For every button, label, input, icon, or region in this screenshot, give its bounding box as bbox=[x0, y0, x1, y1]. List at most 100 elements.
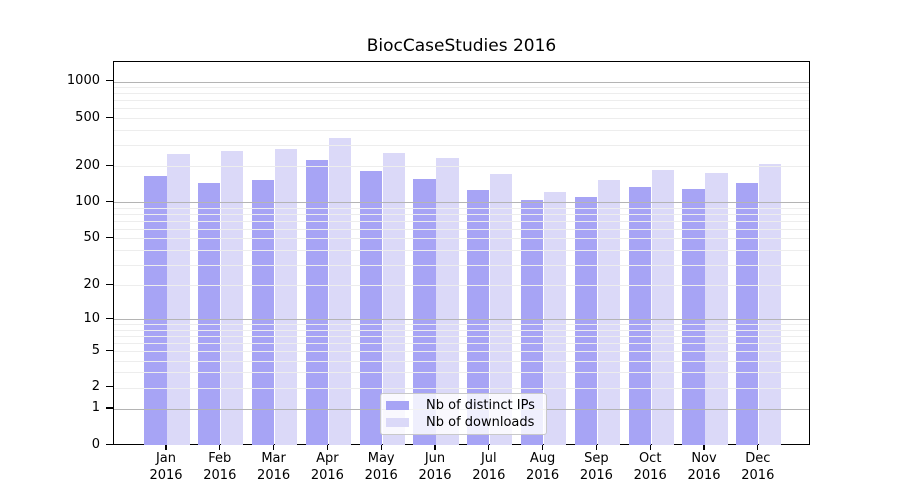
y-tick-label-500: 500 bbox=[75, 109, 100, 125]
x-tick-label-jun-2016: Jun 2016 bbox=[418, 451, 452, 483]
minor-gridline-40 bbox=[114, 249, 809, 251]
bar-nb-of-downloads-feb-2016 bbox=[221, 150, 244, 446]
bar-nb-of-downloads-sep-2016 bbox=[597, 179, 621, 446]
minor-gridline-80 bbox=[114, 214, 809, 216]
bar-nb-of-distinct-ips-oct-2016 bbox=[628, 187, 651, 446]
x-tick-mark-aug-2016 bbox=[542, 445, 544, 450]
x-tick-label-jan-2016: Jan 2016 bbox=[149, 451, 183, 483]
y-tick-mark-1000 bbox=[106, 80, 113, 82]
bar-nb-of-downloads-jan-2016 bbox=[167, 154, 190, 446]
minor-gridline-50 bbox=[114, 238, 809, 240]
minor-gridline-30 bbox=[114, 264, 809, 266]
minor-gridline-5 bbox=[114, 351, 809, 353]
x-tick-mark-dec-2016 bbox=[757, 445, 759, 450]
y-tick-label-0: 0 bbox=[91, 437, 100, 452]
x-tick-label-nov-2016: Nov 2016 bbox=[687, 451, 721, 483]
chart-title: BiocCaseStudies 2016 bbox=[366, 36, 557, 56]
bar-nb-of-downloads-nov-2016 bbox=[705, 173, 728, 446]
y-tick-label-1000: 1000 bbox=[66, 73, 100, 89]
bar-nb-of-distinct-ips-jan-2016 bbox=[144, 176, 167, 446]
legend: Nb of distinct IPs Nb of downloads bbox=[380, 393, 547, 435]
bar-nb-of-distinct-ips-feb-2016 bbox=[198, 182, 221, 446]
plot-layer bbox=[114, 62, 809, 446]
y-tick-label-100: 100 bbox=[75, 193, 100, 209]
minor-gridline-4 bbox=[114, 360, 809, 362]
bar-nb-of-distinct-ips-dec-2016 bbox=[736, 183, 759, 446]
minor-gridline-9 bbox=[114, 324, 809, 326]
bar-nb-of-distinct-ips-sep-2016 bbox=[574, 197, 597, 446]
bar-nb-of-distinct-ips-nov-2016 bbox=[682, 189, 705, 446]
legend-swatch-nb-of-distinct-ips bbox=[386, 400, 409, 411]
major-gridline-1000 bbox=[114, 81, 809, 83]
y-tick-mark-500 bbox=[106, 116, 113, 118]
y-tick-label-10: 10 bbox=[83, 310, 100, 326]
y-tick-label-20: 20 bbox=[83, 276, 100, 292]
y-tick-mark-5 bbox=[106, 349, 113, 351]
x-tick-mark-jul-2016 bbox=[488, 445, 490, 450]
legend-label-nb-of-downloads: Nb of downloads bbox=[426, 415, 535, 430]
x-tick-label-dec-2016: Dec 2016 bbox=[741, 451, 775, 483]
bar-nb-of-downloads-oct-2016 bbox=[651, 169, 674, 446]
minor-gridline-60 bbox=[114, 228, 809, 230]
x-tick-mark-apr-2016 bbox=[326, 445, 329, 450]
major-gridline-100 bbox=[114, 202, 809, 204]
y-tick-label-200: 200 bbox=[75, 157, 100, 173]
x-tick-label-apr-2016: Apr 2016 bbox=[310, 451, 344, 483]
bar-nb-of-distinct-ips-may-2016 bbox=[359, 170, 382, 446]
y-tick-mark-200 bbox=[106, 164, 113, 166]
y-tick-label-1: 1 bbox=[91, 400, 100, 416]
y-tick-mark-1 bbox=[106, 407, 113, 409]
bar-nb-of-distinct-ips-mar-2016 bbox=[251, 179, 275, 446]
x-tick-mark-feb-2016 bbox=[219, 445, 221, 450]
minor-gridline-700 bbox=[114, 100, 809, 102]
minor-gridline-8 bbox=[114, 329, 809, 331]
x-tick-mark-mar-2016 bbox=[273, 445, 275, 450]
x-tick-label-oct-2016: Oct 2016 bbox=[633, 451, 667, 483]
x-tick-label-feb-2016: Feb 2016 bbox=[203, 451, 237, 483]
x-tick-label-may-2016: May 2016 bbox=[364, 451, 398, 483]
bar-nb-of-distinct-ips-jul-2016 bbox=[467, 190, 490, 446]
minor-gridline-20 bbox=[114, 285, 809, 287]
y-tick-label-5: 5 bbox=[91, 342, 100, 358]
y-tick-mark-100 bbox=[106, 200, 113, 203]
minor-gridline-800 bbox=[114, 93, 809, 95]
x-tick-mark-jan-2016 bbox=[165, 445, 167, 450]
bar-nb-of-distinct-ips-apr-2016 bbox=[305, 159, 328, 446]
x-tick-label-jul-2016: Jul 2016 bbox=[472, 451, 506, 483]
legend-swatch-nb-of-downloads bbox=[386, 417, 409, 428]
bar-nb-of-downloads-dec-2016 bbox=[759, 163, 782, 446]
y-tick-mark-10 bbox=[106, 317, 113, 319]
minor-gridline-3 bbox=[114, 372, 809, 374]
minor-gridline-300 bbox=[114, 144, 809, 146]
bar-nb-of-downloads-mar-2016 bbox=[275, 148, 298, 446]
minor-gridline-70 bbox=[114, 220, 809, 222]
plot-area bbox=[113, 61, 810, 446]
bar-nb-of-distinct-ips-aug-2016 bbox=[520, 200, 544, 446]
legend-label-nb-of-distinct-ips: Nb of distinct IPs bbox=[426, 398, 535, 413]
minor-gridline-400 bbox=[114, 129, 809, 131]
y-tick-mark-0 bbox=[106, 444, 113, 446]
x-tick-mark-sep-2016 bbox=[595, 445, 598, 450]
y-tick-mark-50 bbox=[106, 236, 113, 239]
x-tick-label-aug-2016: Aug 2016 bbox=[526, 451, 560, 483]
minor-gridline-2 bbox=[114, 387, 809, 389]
legend-item-nb-of-downloads: Nb of downloads bbox=[386, 415, 542, 430]
x-tick-label-sep-2016: Sep 2016 bbox=[579, 451, 613, 483]
bar-nb-of-distinct-ips-jun-2016 bbox=[413, 178, 436, 446]
minor-gridline-6 bbox=[114, 343, 809, 344]
minor-gridline-200 bbox=[114, 166, 809, 168]
major-gridline-10 bbox=[114, 319, 809, 321]
x-tick-mark-nov-2016 bbox=[703, 445, 705, 450]
x-tick-mark-may-2016 bbox=[380, 445, 382, 450]
bar-nb-of-downloads-may-2016 bbox=[382, 153, 405, 446]
minor-gridline-500 bbox=[114, 118, 809, 120]
x-tick-label-mar-2016: Mar 2016 bbox=[257, 451, 291, 483]
y-tick-label-50: 50 bbox=[83, 229, 100, 245]
bar-nb-of-downloads-jul-2016 bbox=[490, 174, 513, 446]
y-tick-mark-2 bbox=[106, 386, 113, 388]
minor-gridline-900 bbox=[114, 87, 809, 89]
minor-gridline-7 bbox=[114, 335, 809, 337]
minor-gridline-90 bbox=[114, 207, 809, 209]
x-tick-mark-jun-2016 bbox=[434, 445, 436, 450]
